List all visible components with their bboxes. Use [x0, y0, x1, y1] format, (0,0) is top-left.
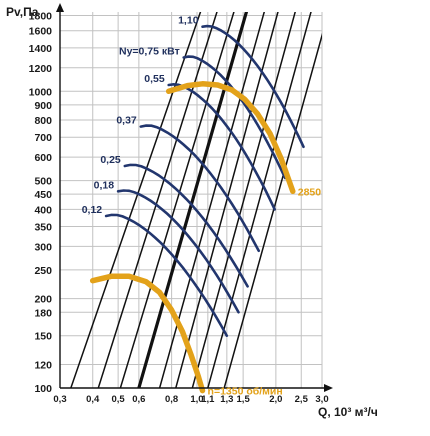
x-tick-label: 0,4: [86, 394, 100, 405]
x-tick-label: 0,3: [53, 394, 66, 405]
y-tick-label: 450: [34, 189, 52, 201]
speed-label: 2850: [298, 186, 322, 198]
x-axis-label: Q, 10³ м³/ч: [318, 405, 378, 419]
y-tick-label: 900: [34, 100, 52, 112]
power-curves: [104, 24, 305, 338]
y-tick-label: 1600: [29, 26, 53, 38]
y-tick-label: 600: [34, 152, 52, 164]
power-label: 1,10: [178, 15, 199, 27]
y-axis-arrow: [56, 3, 64, 12]
power-curve: [104, 213, 229, 338]
speed-curve: [89, 273, 206, 394]
y-tick-label: 1000: [29, 86, 53, 98]
y-tick-label: 180: [34, 307, 52, 319]
y-tick-label: 1200: [29, 63, 53, 75]
y-tick-label: 400: [34, 204, 52, 216]
x-tick-label: 2,0: [269, 394, 282, 405]
x-tick-label: 3,0: [315, 394, 328, 405]
y-tick-label: 200: [34, 294, 52, 306]
x-tick-label: 1,5: [237, 394, 251, 405]
y-tick-label: 350: [34, 222, 52, 234]
y-tick-label: 700: [34, 132, 52, 144]
power-label: 0,37: [116, 115, 137, 127]
power-label: 0,18: [94, 179, 115, 191]
efficiency-line: [70, 12, 202, 388]
efficiency-line: [137, 12, 249, 388]
efficiency-line: [191, 12, 296, 388]
y-tick-label: 150: [34, 331, 52, 343]
power-label: Ny=0,75 кВт: [119, 45, 180, 57]
y-tick-label: 1400: [29, 43, 53, 55]
y-tick-label: 800: [34, 115, 52, 127]
y-tick-label: 250: [34, 265, 52, 277]
x-tick-label: 0,5: [112, 394, 126, 405]
x-tick-label: 1,3: [220, 394, 233, 405]
power-label: 0,55: [144, 73, 165, 85]
y-axis-label: Pv,Па: [6, 5, 39, 19]
y-tick-label: 1800: [29, 11, 53, 23]
x-tick-label: 1,1: [201, 394, 215, 405]
series-labels: η=0,6400,6900,7300,7500,7400,7300,6900,6…: [82, 15, 322, 398]
y-tick-label: 300: [34, 241, 52, 253]
efficiency-line: [158, 12, 266, 388]
speed-curves: [89, 81, 296, 394]
speed-curve: [165, 81, 296, 195]
efficiency-line: [97, 12, 218, 388]
efficiency-line: [175, 12, 279, 388]
y-tick-label: 100: [34, 383, 52, 395]
speed-label: n=1350 об/мин: [208, 386, 283, 398]
efficiency-line: [207, 12, 312, 388]
power-curve: [139, 124, 261, 253]
x-tick-label: 1,0: [190, 394, 203, 405]
x-tick-label: 2,5: [295, 394, 309, 405]
x-axis-arrow: [324, 384, 333, 392]
power-label: 0,12: [82, 204, 103, 216]
power-curve: [201, 24, 305, 149]
y-tick-label: 120: [34, 360, 52, 372]
power-curve: [123, 163, 249, 288]
y-tick-label: 500: [34, 176, 52, 188]
power-label: 0,25: [100, 154, 121, 166]
power-curve: [116, 189, 240, 314]
x-tick-label: 0,8: [165, 394, 178, 405]
axes: [56, 3, 333, 392]
x-tick-label: 0,6: [132, 394, 145, 405]
